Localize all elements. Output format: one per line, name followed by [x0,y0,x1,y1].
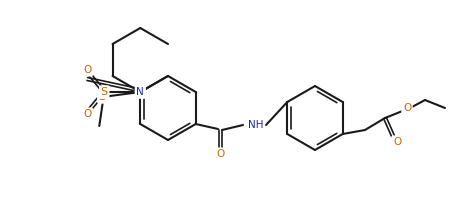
Text: N: N [136,87,144,97]
Text: O: O [83,65,91,75]
Text: S: S [99,92,106,102]
Text: S: S [100,87,108,97]
Text: O: O [403,103,411,113]
Text: O: O [83,109,91,119]
Text: NH: NH [248,120,264,130]
Text: N: N [136,87,144,97]
Text: O: O [393,137,401,147]
Text: NH: NH [248,120,264,130]
Text: O: O [216,149,224,159]
